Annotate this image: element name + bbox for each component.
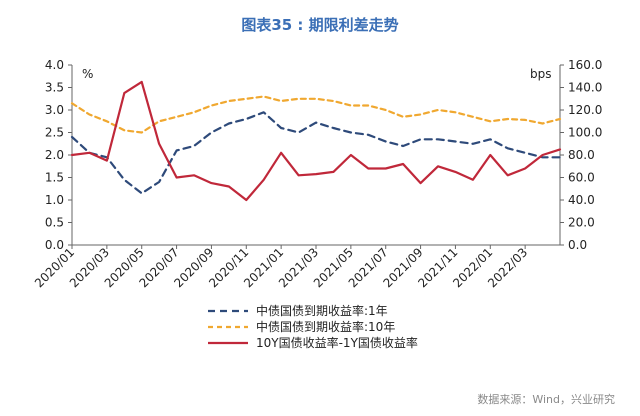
legend-label-spread: 10Y国债收益率-1Y国债收益率 — [256, 335, 418, 350]
right-tick-label: 60.0 — [568, 171, 595, 185]
chart-title: 图表35 : 期限利差走势 — [241, 16, 398, 34]
series-lines — [70, 80, 562, 202]
right-tick-label: 0.0 — [568, 238, 587, 252]
left-tick-label: 0.0 — [45, 238, 64, 252]
legend-item-1y: 中债国债到期收益率:1年 — [208, 303, 388, 318]
right-tick-label: 20.0 — [568, 216, 595, 230]
right-tick-label: 140.0 — [568, 81, 602, 95]
series-line-1y — [70, 111, 562, 195]
legend: 中债国债到期收益率:1年 中债国债到期收益率:10年 10Y国债收益率-1Y国债… — [208, 303, 418, 350]
legend-item-spread: 10Y国债收益率-1Y国债收益率 — [208, 335, 418, 350]
left-tick-label: 3.5 — [45, 81, 64, 95]
legend-label-10y: 中债国债到期收益率:10年 — [256, 319, 395, 334]
right-axis-ticks: 0.0 20.0 40.0 60.0 80.0 100.0 120.0 140.0 160.0 — [560, 58, 602, 252]
legend-item-10y: 中债国债到期收益率:10年 — [208, 319, 395, 334]
right-tick-label: 40.0 — [568, 193, 595, 207]
left-tick-label: 4.0 — [45, 58, 64, 72]
right-tick-label: 160.0 — [568, 58, 602, 72]
right-axis-unit: bps — [530, 67, 552, 81]
series-line-10y — [70, 95, 562, 134]
left-tick-label: 2.5 — [45, 126, 64, 140]
series-line-spread — [70, 80, 562, 202]
left-tick-label: 0.5 — [45, 216, 64, 230]
right-tick-label: 80.0 — [568, 148, 595, 162]
right-tick-label: 120.0 — [568, 103, 602, 117]
legend-label-1y: 中债国债到期收益率:1年 — [256, 303, 388, 318]
left-tick-label: 3.0 — [45, 103, 64, 117]
x-axis-ticks: 2020/012020/032020/052020/072020/092020/… — [32, 245, 530, 290]
left-tick-label: 1.5 — [45, 171, 64, 185]
left-tick-label: 2.0 — [45, 148, 64, 162]
right-tick-label: 100.0 — [568, 126, 602, 140]
source-note: 数据来源：Wind，兴业研究 — [477, 392, 615, 406]
left-axis-ticks: 0.0 0.5 1.0 1.5 2.0 2.5 3.0 3.5 4.0 — [45, 58, 72, 252]
left-axis-unit: % — [82, 67, 93, 81]
left-tick-label: 1.0 — [45, 193, 64, 207]
